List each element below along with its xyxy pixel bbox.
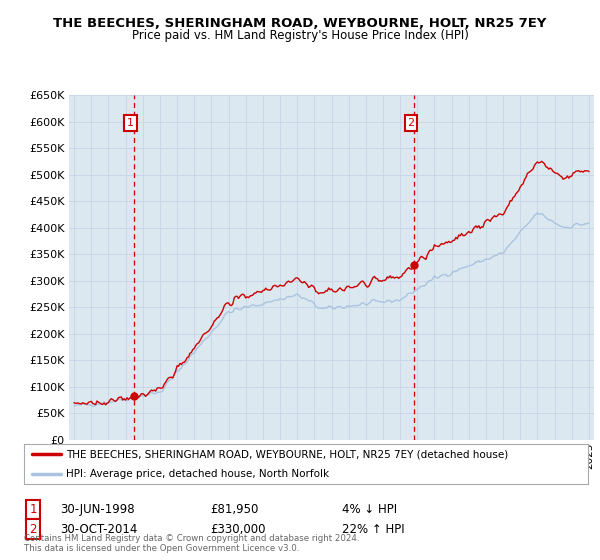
Text: THE BEECHES, SHERINGHAM ROAD, WEYBOURNE, HOLT, NR25 7EY (detached house): THE BEECHES, SHERINGHAM ROAD, WEYBOURNE,… [66, 449, 509, 459]
Text: 30-OCT-2014: 30-OCT-2014 [60, 522, 137, 536]
Text: 1: 1 [29, 503, 37, 516]
Text: HPI: Average price, detached house, North Norfolk: HPI: Average price, detached house, Nort… [66, 469, 329, 479]
Text: 2: 2 [407, 118, 415, 128]
Text: Contains HM Land Registry data © Crown copyright and database right 2024.
This d: Contains HM Land Registry data © Crown c… [24, 534, 359, 553]
Text: £330,000: £330,000 [210, 522, 265, 536]
Text: 30-JUN-1998: 30-JUN-1998 [60, 503, 134, 516]
Text: 2: 2 [29, 522, 37, 536]
Text: Price paid vs. HM Land Registry's House Price Index (HPI): Price paid vs. HM Land Registry's House … [131, 29, 469, 42]
Text: 4% ↓ HPI: 4% ↓ HPI [342, 503, 397, 516]
Text: 22% ↑ HPI: 22% ↑ HPI [342, 522, 404, 536]
Text: 1: 1 [127, 118, 134, 128]
Text: £81,950: £81,950 [210, 503, 259, 516]
Text: THE BEECHES, SHERINGHAM ROAD, WEYBOURNE, HOLT, NR25 7EY: THE BEECHES, SHERINGHAM ROAD, WEYBOURNE,… [53, 17, 547, 30]
